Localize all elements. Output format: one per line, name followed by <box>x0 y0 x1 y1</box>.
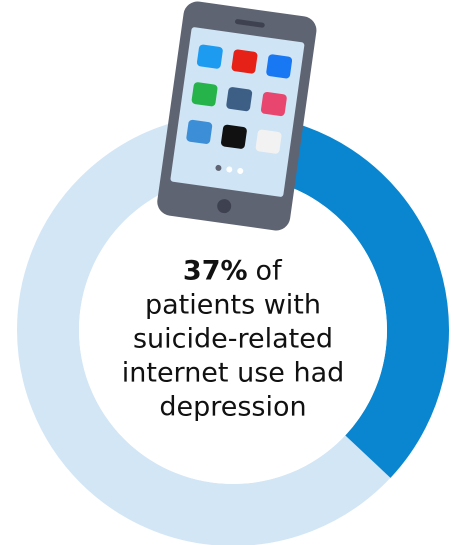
app-icon <box>231 49 258 74</box>
app-icon <box>266 54 293 79</box>
app-icon <box>186 119 213 144</box>
caption: internet use had <box>122 358 345 389</box>
value-label: 37% <box>183 256 248 287</box>
donut-hole <box>79 176 387 484</box>
app-icon <box>191 82 218 107</box>
caption: patients with <box>145 290 321 321</box>
app-icon <box>196 44 223 69</box>
page-dot <box>215 164 222 171</box>
phone-button <box>217 199 232 214</box>
caption: suicide-related <box>133 324 333 355</box>
phone-illustration <box>157 1 317 231</box>
page-dot <box>226 166 233 173</box>
app-icon <box>260 91 287 117</box>
caption: of <box>256 256 284 287</box>
app-icon <box>255 129 282 154</box>
app-icon <box>221 124 247 149</box>
page-dot <box>237 167 244 174</box>
app-icon <box>226 87 253 112</box>
caption: depression <box>159 392 306 423</box>
phone-speaker <box>234 19 265 28</box>
